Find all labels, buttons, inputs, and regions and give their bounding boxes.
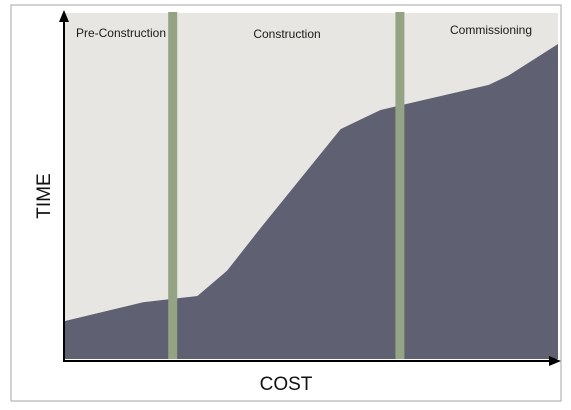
phase-label-construction: Construction [253,27,320,41]
phase-divider-2 [395,12,405,359]
x-axis-title: COST [260,374,313,395]
phase-divider-1 [168,12,178,359]
y-axis-arrowhead [59,10,69,22]
phase-label-commissioning: Commissioning [450,23,532,37]
phase-label-pre-construction: Pre-Construction [76,26,166,40]
x-axis-arrowhead [549,356,561,366]
phase-labels: Pre-Construction Construction Commission… [76,23,532,41]
cost-time-area [64,44,558,359]
y-axis-title: TIME [34,173,55,218]
phase-dividers [168,12,405,359]
